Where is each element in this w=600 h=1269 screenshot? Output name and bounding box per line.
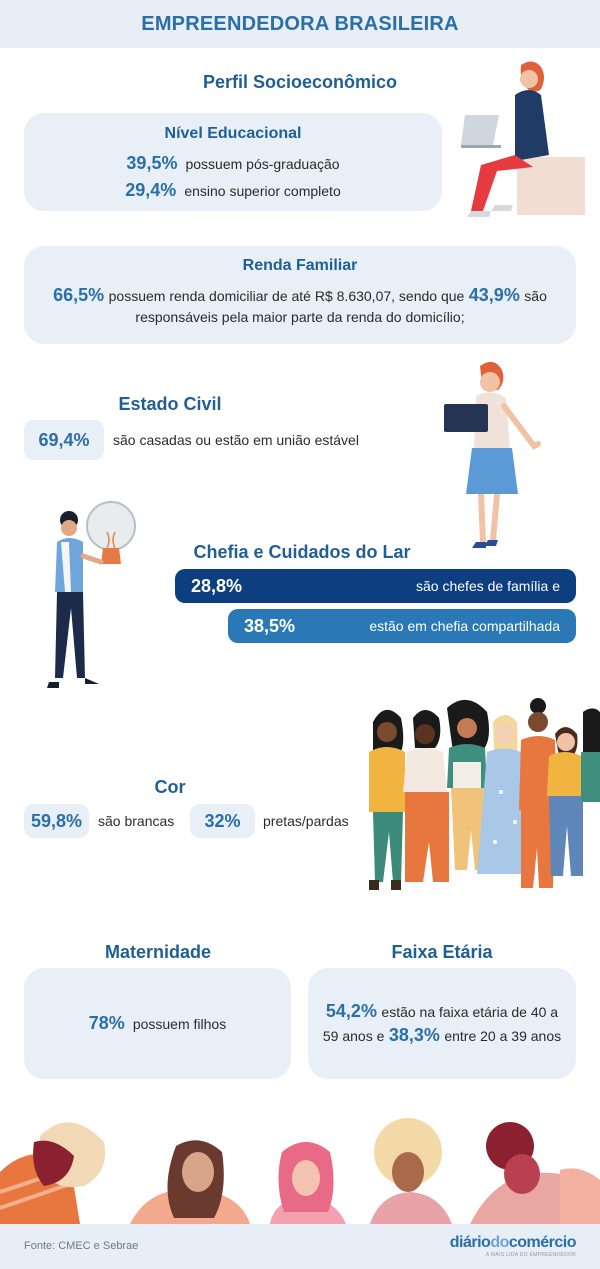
nivel-text-1: possuem pós-graduação xyxy=(185,156,340,172)
nivel-row-1: 39,5% possuem pós-graduação xyxy=(24,153,442,174)
cor-pct-pill-b: 32% xyxy=(190,804,255,838)
nivel-pct-1: 39,5% xyxy=(126,153,178,173)
faixa-title: Faixa Etária xyxy=(391,942,493,962)
faixa-pct-1: 54,2% xyxy=(325,1000,377,1021)
nivel-card: Nível Educacional 39,5% possuem pós-grad… xyxy=(24,113,442,211)
maternidade-row: 78% possuem filhos xyxy=(89,1013,226,1034)
nivel-text-2: ensino superior completo xyxy=(184,183,341,199)
chefia-pct-2: 38,5% xyxy=(244,615,296,636)
nivel-pct-2: 29,4% xyxy=(125,180,177,200)
cor-text-b: pretas/pardas xyxy=(263,813,349,829)
chefia-pct-1: 28,8% xyxy=(191,575,243,596)
women-faces-illustration xyxy=(0,1118,600,1224)
renda-pct-2: 43,9% xyxy=(468,285,520,305)
logo-part-b: do xyxy=(490,1234,509,1251)
cor-pct-a: 59,8% xyxy=(30,810,83,831)
cor-text-a: são brancas xyxy=(98,813,175,829)
faixa-card: 54,2% estão na faixa etária de 40 a 59 a… xyxy=(308,968,576,1079)
civil-text: são casadas ou estão em união estável xyxy=(113,432,359,448)
cor-pct-b: 32% xyxy=(204,810,241,831)
civil-pct: 69,4% xyxy=(38,429,90,450)
logo-part-a: diário xyxy=(449,1234,491,1251)
faixa-line-1: 54,2% estão na faixa etária de 40 a xyxy=(326,1000,558,1024)
chefia-bar-2: 38,5% estão em chefia compartilhada xyxy=(228,609,576,643)
woman-lightbulb-illustration xyxy=(47,501,136,688)
maternidade-title: Maternidade xyxy=(104,942,212,962)
faixa-pct-2: 38,3% xyxy=(388,1024,440,1045)
renda-title: Renda Familiar xyxy=(242,257,358,274)
maternidade-card: 78% possuem filhos xyxy=(24,968,291,1079)
cor-pct-pill-a: 59,8% xyxy=(24,804,89,838)
chefia-bar-1: 28,8% são chefes de família e xyxy=(175,569,576,603)
civil-pct-pill: 69,4% xyxy=(24,420,104,460)
page-title: EMPREENDEDORA BRASILEIRA xyxy=(141,12,459,35)
cor-title: Cor xyxy=(154,777,186,797)
brand-logo[interactable]: diáriodocomércio A MAIS LIDA DO EMPREEND… xyxy=(449,1234,577,1258)
chefia-text-1: são chefes de família e xyxy=(416,578,560,594)
chefia-title: Chefia e Cuidados do Lar xyxy=(193,542,411,562)
group-of-women-illustration xyxy=(369,698,600,890)
maternidade-pct: 78% xyxy=(88,1013,125,1033)
civil-title: Estado Civil xyxy=(118,394,222,414)
renda-text-2: são xyxy=(524,288,547,304)
renda-card: Renda Familiar 66,5% possuem renda domic… xyxy=(24,246,576,344)
maternidade-text: possuem filhos xyxy=(132,1016,227,1032)
brand-logo-tagline: A MAIS LIDA DO EMPREENDEDOR xyxy=(485,1252,576,1258)
renda-line-1: 66,5% possuem renda domiciliar de até R$… xyxy=(24,285,576,307)
woman-laptop-illustration xyxy=(461,61,585,217)
renda-text-3: responsáveis pela maior parte da renda d… xyxy=(135,309,465,325)
perfil-title: Perfil Socioeconômico xyxy=(202,72,398,92)
faixa-line-2: 59 anos e 38,3% entre 20 a 39 anos xyxy=(323,1024,561,1048)
faixa-text-3: entre 20 a 39 anos xyxy=(444,1027,562,1044)
renda-text-1: possuem renda domiciliar de até R$ 8.630… xyxy=(108,288,465,304)
chefia-text-2: estão em chefia compartilhada xyxy=(369,618,560,634)
footer: Fonte: CMEC e Sebrae diáriodocomércio A … xyxy=(0,1224,600,1269)
header-banner: EMPREENDEDORA BRASILEIRA xyxy=(0,0,600,48)
faixa-text-2: 59 anos e xyxy=(322,1027,385,1044)
woman-tablet-illustration xyxy=(444,361,541,548)
faixa-text-1: estão na faixa etária de 40 a xyxy=(381,1003,559,1020)
renda-pct-1: 66,5% xyxy=(53,285,105,305)
brand-logo-name: diáriodocomércio xyxy=(449,1234,577,1252)
nivel-title: Nível Educacional xyxy=(164,125,302,142)
footer-source: Fonte: CMEC e Sebrae xyxy=(24,1240,139,1252)
logo-part-c: comércio xyxy=(508,1234,577,1251)
nivel-row-2: 29,4% ensino superior completo xyxy=(24,180,442,201)
